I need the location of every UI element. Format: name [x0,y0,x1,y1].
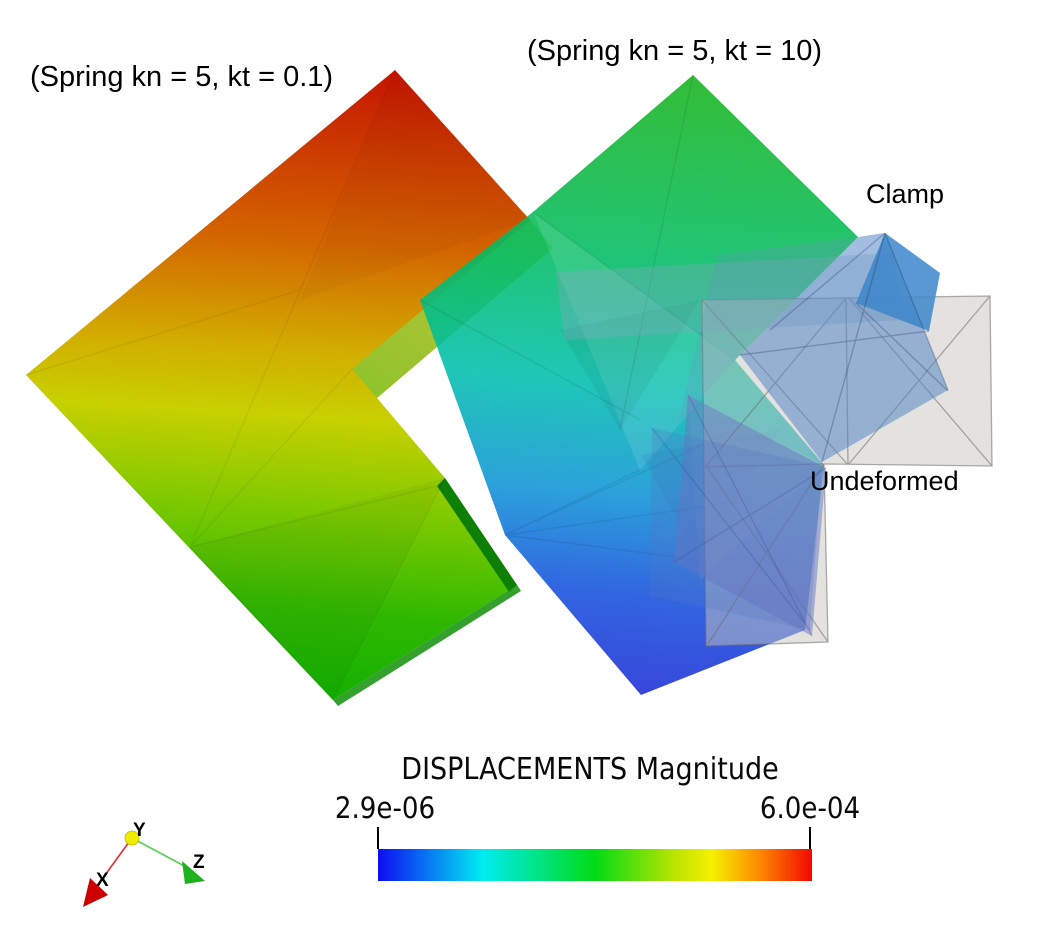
label-spring-kt-10: (Spring kn = 5, kt = 10) [527,35,822,67]
clamp-mesh-lines [739,232,949,463]
colorbar-max-label: 6.0e-04 [759,791,861,825]
label-clamp: Clamp [866,179,945,209]
block-left-dark-edge [437,478,517,592]
clamp-arm-inner [650,428,822,630]
x-axis-arrowhead [83,878,108,907]
block-left-face [26,70,553,700]
block-clamp [556,232,949,637]
x-axis-label: X [96,870,109,891]
y-axis-sphere [124,830,140,846]
block-mid-inner-facet3 [560,300,700,430]
orientation-axes-widget[interactable]: X Y Z [83,820,205,907]
label-undeformed: Undeformed [810,466,959,496]
z-axis-arrowhead [182,861,205,884]
z-axis-line [131,837,189,869]
clamp-arm-purple [674,395,826,636]
colorbar-gradient-bar [378,849,812,881]
clamp-bright-wedge [856,233,940,331]
clamp-ext-over-mid [678,237,858,424]
clamp-arm-mesh-lines [651,394,827,637]
z-axis-label: Z [193,852,205,873]
colorbar-title: DISPLACEMENTS Magnitude [401,752,779,787]
y-axis-label: Y [133,820,146,841]
block-left-mesh-lines [25,69,446,701]
colorbar-min-tick [377,827,379,849]
colorbar-min-label: 2.9e-06 [334,791,436,825]
x-axis-line [96,837,133,887]
block-mid-inner-facet1 [533,212,735,470]
block-mid-mesh-lines [419,74,751,561]
colorbar-max-tick [809,827,811,849]
label-spring-kt-0.1: (Spring kn = 5, kt = 0.1) [30,61,334,93]
block-left-bottom-edge [333,585,521,706]
block-left-facet-shade2 [190,478,445,700]
